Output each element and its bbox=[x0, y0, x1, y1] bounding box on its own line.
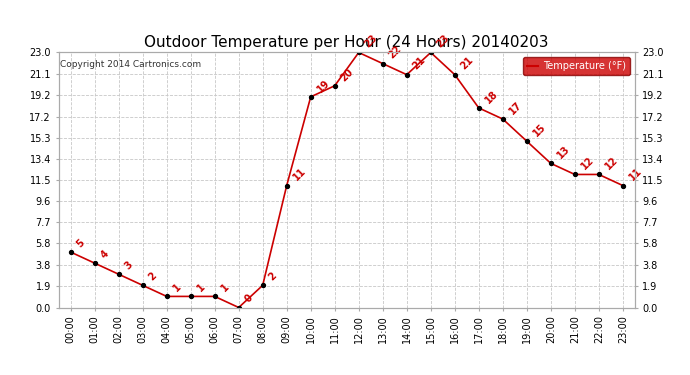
Point bbox=[377, 61, 388, 67]
Text: 19: 19 bbox=[315, 78, 331, 94]
Text: 2: 2 bbox=[147, 271, 159, 282]
Point bbox=[161, 293, 172, 299]
Point bbox=[593, 171, 604, 177]
Point bbox=[113, 271, 124, 277]
Point bbox=[569, 171, 580, 177]
Text: 1: 1 bbox=[171, 282, 183, 294]
Text: 20: 20 bbox=[339, 66, 355, 83]
Text: 21: 21 bbox=[459, 55, 475, 72]
Point bbox=[353, 50, 364, 55]
Text: 21: 21 bbox=[411, 55, 428, 72]
Point bbox=[89, 260, 100, 266]
Text: 17: 17 bbox=[507, 100, 524, 116]
Text: 11: 11 bbox=[291, 166, 308, 183]
Text: 5: 5 bbox=[75, 237, 87, 249]
Text: 12: 12 bbox=[579, 155, 595, 172]
Text: 2: 2 bbox=[267, 271, 279, 282]
Text: 11: 11 bbox=[627, 166, 644, 183]
Point bbox=[401, 72, 412, 78]
Point bbox=[425, 50, 436, 55]
Point bbox=[497, 116, 509, 122]
Text: 15: 15 bbox=[531, 122, 548, 138]
Text: 12: 12 bbox=[603, 155, 620, 172]
Text: 23: 23 bbox=[363, 33, 380, 50]
Point bbox=[257, 282, 268, 288]
Text: 4: 4 bbox=[99, 249, 110, 260]
Point bbox=[449, 72, 460, 78]
Text: 1: 1 bbox=[219, 282, 230, 294]
Legend: Temperature (°F): Temperature (°F) bbox=[522, 57, 630, 75]
Text: 23: 23 bbox=[435, 33, 451, 50]
Point bbox=[521, 138, 532, 144]
Title: Outdoor Temperature per Hour (24 Hours) 20140203: Outdoor Temperature per Hour (24 Hours) … bbox=[144, 35, 549, 50]
Text: Copyright 2014 Cartronics.com: Copyright 2014 Cartronics.com bbox=[60, 60, 201, 69]
Text: 22: 22 bbox=[387, 44, 404, 61]
Point bbox=[137, 282, 148, 288]
Point bbox=[473, 105, 484, 111]
Text: 0: 0 bbox=[243, 293, 255, 305]
Text: 18: 18 bbox=[483, 88, 500, 105]
Text: 1: 1 bbox=[195, 282, 207, 294]
Point bbox=[618, 183, 629, 189]
Text: 13: 13 bbox=[555, 144, 571, 160]
Text: 3: 3 bbox=[123, 260, 135, 272]
Point bbox=[209, 293, 220, 299]
Point bbox=[305, 94, 316, 100]
Point bbox=[329, 83, 340, 89]
Point bbox=[185, 293, 196, 299]
Point bbox=[65, 249, 76, 255]
Point bbox=[233, 304, 244, 310]
Point bbox=[282, 183, 293, 189]
Point bbox=[545, 160, 556, 166]
